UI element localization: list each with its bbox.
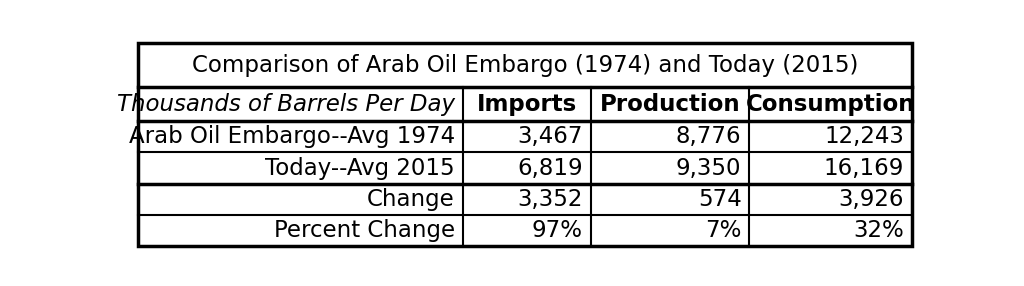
Text: 32%: 32% xyxy=(853,219,904,242)
Text: Imports: Imports xyxy=(476,93,577,116)
Text: 3,926: 3,926 xyxy=(839,188,904,210)
Text: Consumption: Consumption xyxy=(746,93,915,116)
Text: 12,243: 12,243 xyxy=(824,125,904,148)
Text: Today--Avg 2015: Today--Avg 2015 xyxy=(265,156,455,180)
Text: 3,352: 3,352 xyxy=(517,188,583,210)
Text: 574: 574 xyxy=(697,188,741,210)
Text: Change: Change xyxy=(368,188,455,210)
Text: 6,819: 6,819 xyxy=(517,156,583,180)
Text: 9,350: 9,350 xyxy=(676,156,741,180)
Text: Comparison of Arab Oil Embargo (1974) and Today (2015): Comparison of Arab Oil Embargo (1974) an… xyxy=(191,54,858,77)
Text: Arab Oil Embargo--Avg 1974: Arab Oil Embargo--Avg 1974 xyxy=(129,125,455,148)
Text: Thousands of Barrels Per Day: Thousands of Barrels Per Day xyxy=(117,93,455,116)
Text: 8,776: 8,776 xyxy=(676,125,741,148)
Text: 16,169: 16,169 xyxy=(823,156,904,180)
Text: Percent Change: Percent Change xyxy=(273,219,455,242)
Text: 7%: 7% xyxy=(706,219,741,242)
Text: 3,467: 3,467 xyxy=(517,125,583,148)
Text: Production: Production xyxy=(600,93,740,116)
Text: 97%: 97% xyxy=(531,219,583,242)
